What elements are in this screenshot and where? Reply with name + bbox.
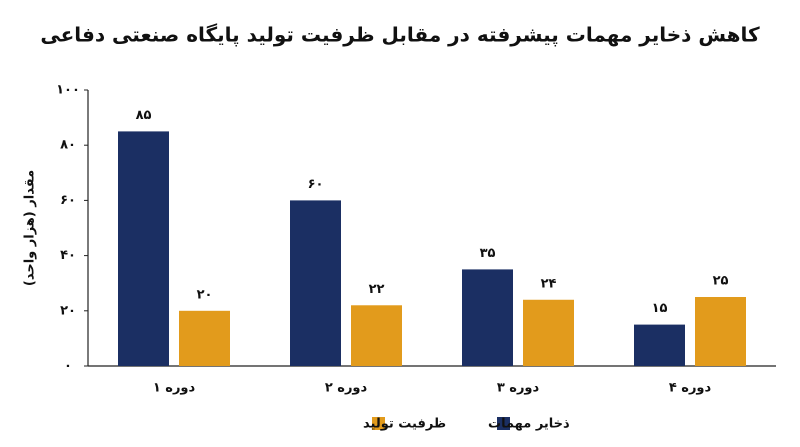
y-tick-label: ۴۰ bbox=[60, 248, 76, 263]
x-tick-label: دوره ۴ bbox=[669, 381, 712, 396]
legend-swatch bbox=[372, 417, 385, 430]
value-label: ۲۵ bbox=[713, 274, 729, 289]
bar bbox=[351, 305, 402, 366]
legend-label: ذخایر مهمات bbox=[488, 417, 570, 432]
value-label: ۶۰ bbox=[308, 177, 324, 192]
bar bbox=[695, 297, 746, 366]
value-label: ۸۵ bbox=[136, 108, 152, 123]
x-tick-label: دوره ۲ bbox=[325, 381, 368, 396]
y-tick-label: ۱۰۰ bbox=[56, 83, 80, 98]
value-label: ۲۲ bbox=[369, 282, 385, 297]
legend-label: ظرفیت تولید bbox=[363, 417, 446, 432]
x-tick-label: دوره ۳ bbox=[497, 381, 540, 396]
x-tick-label: دوره ۱ bbox=[153, 381, 196, 396]
bar bbox=[523, 299, 574, 366]
y-tick-label: ۶۰ bbox=[60, 193, 76, 208]
bar bbox=[118, 131, 169, 366]
bar bbox=[290, 200, 341, 366]
y-tick-label: ۸۰ bbox=[60, 138, 76, 153]
value-label: ۲۴ bbox=[541, 276, 557, 291]
bar bbox=[634, 324, 685, 366]
value-label: ۳۵ bbox=[480, 246, 496, 261]
y-axis-label: مقدار (هزار واحد) bbox=[23, 170, 38, 286]
bar bbox=[179, 310, 230, 366]
bar bbox=[462, 269, 513, 366]
y-tick-label: ۲۰ bbox=[60, 303, 76, 318]
value-label: ۱۵ bbox=[652, 301, 668, 316]
value-label: ۲۰ bbox=[197, 287, 213, 302]
legend-swatch bbox=[497, 417, 510, 430]
y-tick-label: ۰ bbox=[64, 359, 72, 374]
chart-title: کاهش ذخایر مهمات پیشرفته در مقابل ظرفیت … bbox=[40, 23, 760, 48]
